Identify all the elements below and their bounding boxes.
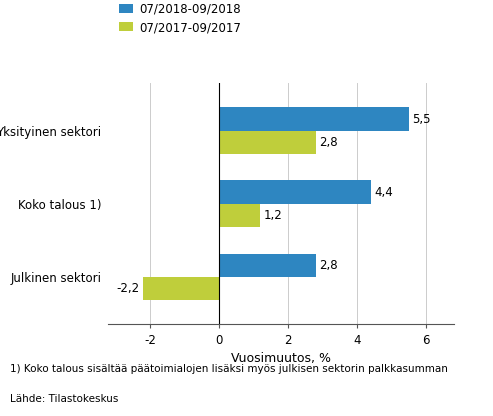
Bar xyxy=(219,131,316,154)
Text: Lähde: Tilastokeskus: Lähde: Tilastokeskus xyxy=(10,394,118,404)
Text: 4,4: 4,4 xyxy=(374,186,393,199)
Bar xyxy=(219,107,409,131)
Text: 2,8: 2,8 xyxy=(319,259,338,272)
X-axis label: Vuosimuutos, %: Vuosimuutos, % xyxy=(231,352,331,365)
Text: -2,2: -2,2 xyxy=(116,282,140,295)
Bar xyxy=(219,254,316,277)
Text: 1,2: 1,2 xyxy=(264,209,282,222)
Text: 2,8: 2,8 xyxy=(319,136,338,149)
Bar xyxy=(219,204,260,227)
Bar xyxy=(143,277,219,300)
Bar xyxy=(219,181,371,204)
Text: 1) Koko talous sisältää päätoimialojen lisäksi myös julkisen sektorin palkkasumm: 1) Koko talous sisältää päätoimialojen l… xyxy=(10,364,448,374)
Text: 5,5: 5,5 xyxy=(412,112,431,126)
Legend: 07/2018-09/2018, 07/2017-09/2017: 07/2018-09/2018, 07/2017-09/2017 xyxy=(114,0,246,39)
